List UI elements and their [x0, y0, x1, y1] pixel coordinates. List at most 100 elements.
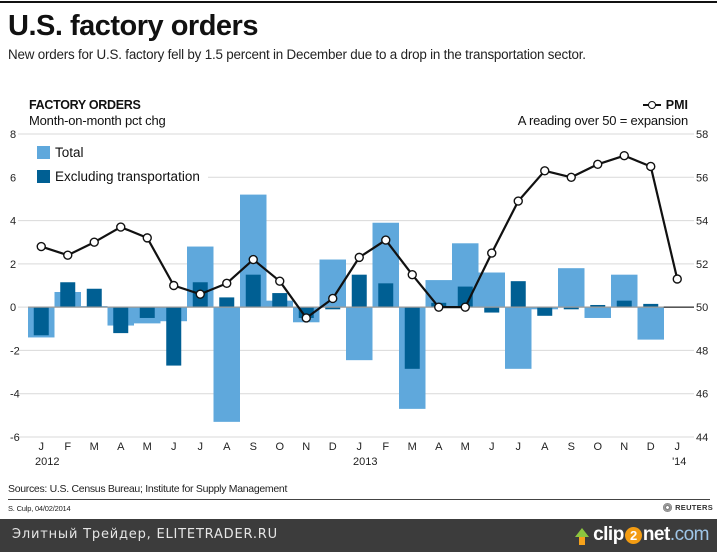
y-tick-label-left: 8 [10, 129, 16, 141]
bar-excluding-transportation [325, 307, 341, 310]
x-tick-label: D [647, 441, 655, 453]
pmi-point [301, 313, 311, 323]
x-tick-label: J [675, 441, 681, 453]
x-tick-label: M [143, 441, 152, 453]
bar-total [346, 307, 373, 361]
right-axis-header: PMI A reading over 50 = expansion [518, 98, 688, 128]
bar-total [478, 272, 505, 308]
x-tick-label: M [90, 441, 99, 453]
legend-item-total: Total [37, 140, 200, 164]
sources-note: Sources: U.S. Census Bureau; Institute f… [8, 483, 288, 495]
y-tick-label-right: 50 [696, 302, 708, 314]
x-tick-label: J [489, 441, 495, 453]
y-tick-label-right: 52 [696, 259, 708, 271]
bar-excluding-transportation [351, 274, 367, 308]
bar-excluding-transportation [404, 307, 420, 369]
pmi-legend: PMI [518, 98, 688, 112]
y-axis-right: 58 56 54 52 50 48 46 44 [696, 129, 708, 444]
pmi-point [248, 254, 258, 265]
pmi-point [487, 248, 497, 258]
left-axis-subtitle: Month-on-month pct chg [29, 113, 166, 128]
pmi-point [434, 302, 444, 312]
y-tick-label-right: 56 [696, 172, 708, 184]
x-year-label: '14 [672, 456, 686, 468]
y-tick-label-left: -6 [10, 432, 20, 444]
x-tick-label: J [516, 441, 522, 453]
credit-line: S. Culp, 04/02/2014 [8, 504, 71, 513]
pmi-point [89, 237, 99, 247]
bar-excluding-transportation [590, 304, 606, 308]
page-subtitle: New orders for U.S. factory fell by 1.5 … [8, 47, 586, 62]
x-tick-label: J [39, 441, 45, 453]
x-tick-label: N [302, 441, 310, 453]
bar-excluding-transportation [86, 288, 102, 308]
bar-total [584, 307, 611, 318]
legend: Total Excluding transportation [37, 140, 200, 188]
y-tick-label-left: -4 [10, 389, 20, 401]
pmi-point [222, 278, 232, 289]
bar-excluding-transportation [563, 307, 579, 310]
reuters-icon [663, 503, 673, 512]
x-tick-label: N [620, 441, 628, 453]
y-tick-label-right: 54 [696, 216, 708, 228]
watermark-text: Элитный Трейдер, ELITETRADER.RU [12, 527, 278, 542]
x-tick-label: F [382, 441, 389, 453]
y-tick-label-right: 58 [696, 129, 708, 141]
pmi-point [407, 269, 417, 280]
y-tick-label-left: 4 [10, 216, 16, 228]
bar-total [505, 307, 532, 369]
pmi-line-marker-icon [642, 100, 661, 110]
top-rule [0, 1, 717, 3]
x-tick-label: D [329, 441, 337, 453]
x-tick-label: A [541, 441, 549, 453]
pmi-point [195, 289, 205, 299]
bar-excluding-transportation [484, 307, 500, 313]
bar-excluding-transportation [139, 307, 155, 318]
y-tick-label-right: 48 [696, 345, 708, 357]
bar-excluding-transportation [298, 307, 314, 318]
pmi-point [142, 233, 152, 243]
x-tick-label: J [198, 441, 204, 453]
x-tick-label: J [357, 441, 363, 453]
y-tick-label-right: 44 [696, 432, 708, 444]
pmi-point [646, 161, 656, 172]
pmi-series [36, 150, 694, 323]
x-tick-label: S [568, 441, 575, 453]
pmi-point [63, 250, 73, 260]
reuters-label: REUTERS [675, 503, 713, 512]
y-axis-left: 8 6 4 2 0 -2 -4 -6 [10, 129, 20, 444]
pmi-point [672, 274, 682, 284]
legend-swatch-excluding-icon [37, 169, 50, 183]
y-tick-label-left: 0 [10, 302, 16, 314]
legend-swatch-total-icon [37, 145, 50, 159]
bar-excluding-transportation [272, 293, 288, 308]
bar-excluding-transportation [537, 307, 553, 316]
upload-arrow-icon [575, 527, 590, 545]
y-tick-label-left: -2 [10, 345, 20, 357]
bar-total [558, 268, 585, 308]
x-tick-label: M [461, 441, 470, 453]
x-tick-label: A [223, 441, 231, 453]
watermark-bar: Элитный Трейдер, ELITETRADER.RU clip 2 n… [0, 519, 717, 552]
pmi-note: A reading over 50 = expansion [517, 113, 688, 128]
bar-total [213, 307, 240, 422]
bar-excluding-transportation [643, 303, 659, 308]
legend-item-excluding-transportation: Excluding transportation [37, 164, 200, 188]
bar-excluding-transportation [616, 300, 632, 308]
legend-label-excluding: Excluding transportation [55, 168, 200, 184]
clip2net-logo[interactable]: clip 2 net .com [575, 524, 710, 546]
pmi-point [354, 252, 364, 263]
bar-excluding-transportation [378, 283, 394, 308]
left-axis-header: FACTORY ORDERS Month-on-month pct chg [29, 98, 166, 128]
pmi-point [328, 293, 338, 304]
x-tick-label: O [593, 441, 602, 453]
pmi-point [540, 166, 550, 176]
pmi-point [381, 235, 391, 245]
pmi-point [513, 196, 523, 206]
bar-excluding-transportation [457, 286, 473, 308]
footer-divider [8, 499, 710, 500]
reuters-logo: REUTERS [663, 503, 713, 512]
bar-excluding-transportation [60, 282, 76, 308]
x-tick-label: S [250, 441, 257, 453]
x-tick-label: F [64, 441, 71, 453]
